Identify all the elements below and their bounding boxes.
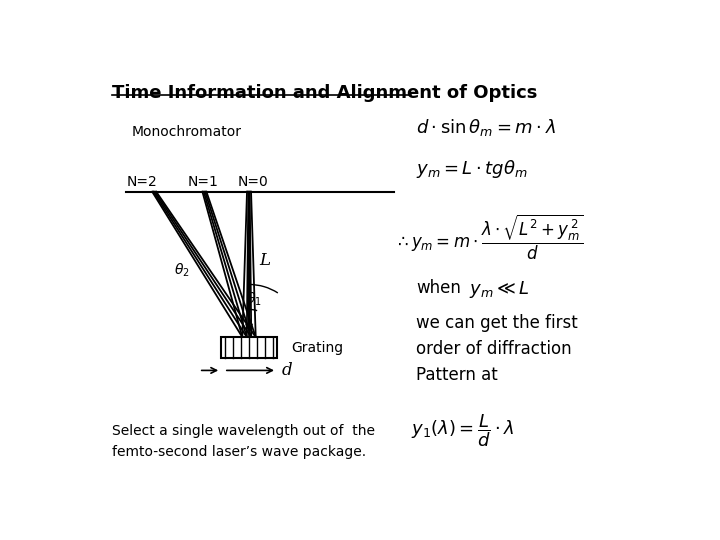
Text: $y_1(\lambda) = \dfrac{L}{d} \cdot \lambda$: $y_1(\lambda) = \dfrac{L}{d} \cdot \lamb… <box>411 412 515 449</box>
Text: we can get the first
order of diffraction
Pattern at: we can get the first order of diffractio… <box>416 314 578 384</box>
Bar <box>221 337 277 358</box>
Text: Monochromator: Monochromator <box>132 125 242 139</box>
Text: Grating: Grating <box>291 341 343 355</box>
Text: Time Information and Alignment of Optics: Time Information and Alignment of Optics <box>112 84 538 102</box>
Text: N=2: N=2 <box>126 175 157 189</box>
Text: d: d <box>282 362 292 379</box>
Text: N=1: N=1 <box>188 175 219 189</box>
Text: $y_m = L \cdot tg\theta_m$: $y_m = L \cdot tg\theta_m$ <box>416 158 528 180</box>
Text: $d \cdot \sin\theta_m = m \cdot \lambda$: $d \cdot \sin\theta_m = m \cdot \lambda$ <box>416 117 557 138</box>
Text: when: when <box>416 279 462 297</box>
Text: $\therefore y_m = m \cdot \dfrac{\lambda \cdot \sqrt{L^2 + y_m^{\,2}}}{d}$: $\therefore y_m = m \cdot \dfrac{\lambda… <box>394 212 583 261</box>
Text: Select a single wavelength out of  the
femto-second laser’s wave package.: Select a single wavelength out of the fe… <box>112 424 375 459</box>
Text: $\theta_2$: $\theta_2$ <box>174 261 189 279</box>
Text: L: L <box>259 252 270 269</box>
Text: $\theta_1$: $\theta_1$ <box>246 291 262 308</box>
Text: $y_m \ll L$: $y_m \ll L$ <box>469 279 530 300</box>
Text: N=0: N=0 <box>238 175 269 189</box>
